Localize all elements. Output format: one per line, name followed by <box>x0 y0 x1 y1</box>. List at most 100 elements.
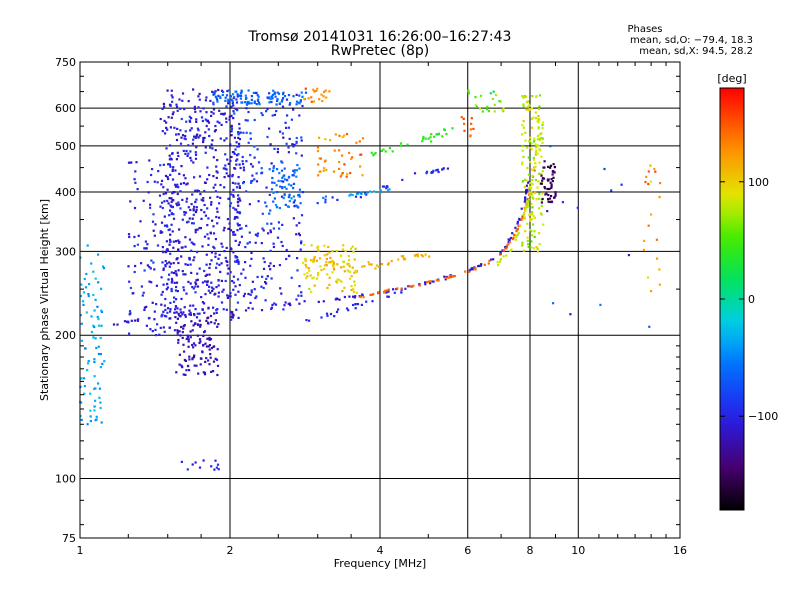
data-point <box>195 208 198 212</box>
x-tick-label: 4 <box>377 544 384 557</box>
data-point <box>266 275 269 278</box>
data-point <box>400 291 403 294</box>
data-point <box>408 285 411 288</box>
data-point <box>87 293 90 296</box>
data-point <box>182 286 185 289</box>
data-point <box>234 148 237 151</box>
data-point <box>387 188 390 192</box>
data-point <box>521 241 524 244</box>
data-point <box>190 271 193 274</box>
data-point <box>168 261 171 264</box>
data-point <box>533 169 536 172</box>
data-point <box>171 230 174 233</box>
data-point <box>140 262 143 265</box>
data-point <box>185 197 189 200</box>
data-point <box>175 298 178 301</box>
data-point <box>187 280 190 283</box>
data-point <box>190 320 193 323</box>
data-point <box>173 311 176 314</box>
data-point <box>178 353 181 356</box>
chart-subtitle: RwPretec (8p) <box>331 43 429 59</box>
data-point <box>194 281 197 284</box>
data-point <box>206 207 209 210</box>
data-point <box>338 298 341 301</box>
data-point <box>208 273 211 276</box>
data-point <box>292 95 295 98</box>
data-point <box>210 347 213 350</box>
data-point <box>547 179 550 182</box>
data-point <box>163 304 166 307</box>
data-point <box>186 263 189 266</box>
data-point <box>353 296 356 299</box>
data-point <box>467 89 470 92</box>
data-point <box>264 299 267 302</box>
data-point <box>217 284 220 287</box>
data-point <box>159 164 162 167</box>
data-point <box>253 178 256 181</box>
data-point <box>273 113 276 116</box>
data-point <box>189 129 192 132</box>
data-point <box>265 110 268 113</box>
data-point <box>527 156 530 159</box>
data-point <box>270 222 273 225</box>
data-point <box>317 272 320 275</box>
data-point <box>92 336 95 339</box>
data-point <box>549 200 552 204</box>
data-point <box>192 259 195 262</box>
x-tick-label: 1 <box>77 544 84 557</box>
data-point <box>319 170 322 173</box>
data-point <box>277 221 280 224</box>
phase-stats-x: mean, sd,X: 94.5, 28.2 <box>639 46 753 57</box>
data-point <box>303 257 307 260</box>
data-point <box>198 92 201 95</box>
data-point <box>354 195 358 198</box>
data-point <box>214 357 217 360</box>
data-point <box>179 207 182 210</box>
data-point <box>215 176 218 179</box>
data-point <box>191 142 194 145</box>
data-point <box>180 117 183 121</box>
data-point <box>187 100 190 103</box>
data-point <box>187 345 190 348</box>
data-point <box>169 209 172 212</box>
data-point <box>300 294 303 297</box>
data-point <box>244 261 247 264</box>
data-point <box>496 264 500 267</box>
data-point <box>82 291 85 294</box>
data-point <box>281 176 284 179</box>
data-point <box>525 184 528 187</box>
data-point <box>94 399 97 402</box>
data-point <box>295 169 298 172</box>
data-point <box>205 96 208 99</box>
data-point <box>424 281 427 284</box>
data-point <box>208 266 211 269</box>
data-point <box>203 311 206 314</box>
data-point <box>189 313 192 316</box>
data-point <box>168 163 171 166</box>
data-point <box>256 148 259 151</box>
data-point <box>133 270 136 274</box>
data-point <box>196 323 199 326</box>
data-point <box>343 270 346 273</box>
data-point <box>173 126 176 129</box>
data-point <box>182 373 185 376</box>
data-point <box>249 264 252 267</box>
data-point <box>239 97 242 100</box>
data-point <box>285 187 288 190</box>
data-point <box>528 198 531 201</box>
data-point <box>516 222 519 225</box>
data-point <box>255 103 258 106</box>
data-point <box>166 175 169 179</box>
data-point <box>155 284 158 287</box>
data-point <box>227 98 230 101</box>
data-point <box>206 283 209 286</box>
data-point <box>189 336 192 339</box>
data-point <box>524 178 527 181</box>
data-point <box>172 213 175 216</box>
data-point <box>168 326 171 329</box>
data-point <box>212 360 216 363</box>
data-point <box>174 183 177 186</box>
data-point <box>127 321 130 324</box>
data-point <box>95 415 98 418</box>
data-point <box>319 157 322 160</box>
